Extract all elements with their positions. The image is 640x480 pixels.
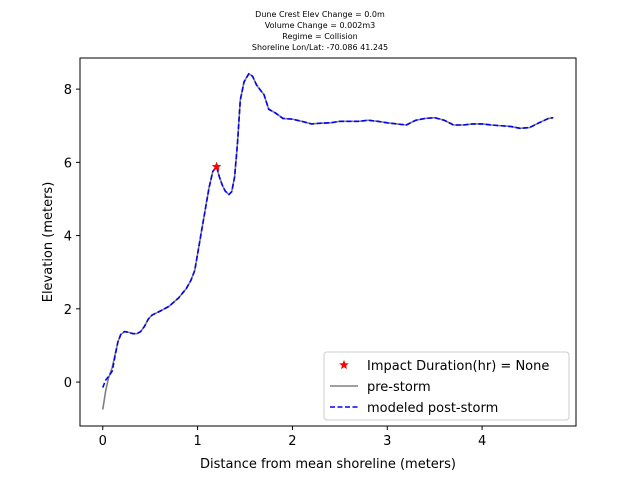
y-axis-ticks: 0 2 4 6 8 bbox=[64, 83, 80, 391]
x-tick-label: 1 bbox=[193, 434, 201, 449]
plot-area-frame bbox=[79, 57, 577, 427]
y-axis-label: Elevation (meters) bbox=[41, 182, 56, 303]
y-tick-label: 0 bbox=[64, 376, 72, 391]
series-lines bbox=[101, 72, 554, 410]
x-tick-label: 3 bbox=[383, 434, 391, 449]
y-tick-label: 6 bbox=[64, 156, 72, 171]
legend-star-icon bbox=[339, 359, 349, 370]
legend-box bbox=[323, 351, 570, 421]
chart-title: Dune Crest Elev Change = 0.0m Volume Chan… bbox=[252, 10, 388, 52]
x-tick-label: 4 bbox=[478, 434, 486, 449]
title-line: Shoreline Lon/Lat: -70.086 41.245 bbox=[252, 43, 388, 52]
y-tick-label: 2 bbox=[64, 303, 72, 318]
x-tick-label: 0 bbox=[99, 434, 107, 449]
x-axis-ticks: 0 1 2 3 4 bbox=[99, 426, 486, 449]
y-tick-label: 4 bbox=[64, 230, 72, 245]
legend-label: modeled post-storm bbox=[367, 401, 498, 416]
legend-label: pre-storm bbox=[367, 380, 431, 395]
x-tick-label: 2 bbox=[288, 434, 296, 449]
chart-markers bbox=[211, 161, 222, 171]
title-line: Dune Crest Elev Change = 0.0m bbox=[255, 10, 385, 19]
impact-star-marker bbox=[211, 161, 222, 171]
legend-label: Impact Duration(hr) = None bbox=[367, 359, 549, 374]
legend: Impact Duration(hr) = None pre-storm model… bbox=[323, 351, 570, 421]
x-axis-label: Distance from mean shoreline (meters) bbox=[200, 457, 456, 472]
title-line: Regime = Collision bbox=[282, 32, 357, 41]
y-tick-label: 8 bbox=[64, 83, 72, 98]
series-line-modeled-post-storm bbox=[102, 72, 554, 388]
title-line: Volume Change = 0.002m3 bbox=[265, 21, 376, 30]
